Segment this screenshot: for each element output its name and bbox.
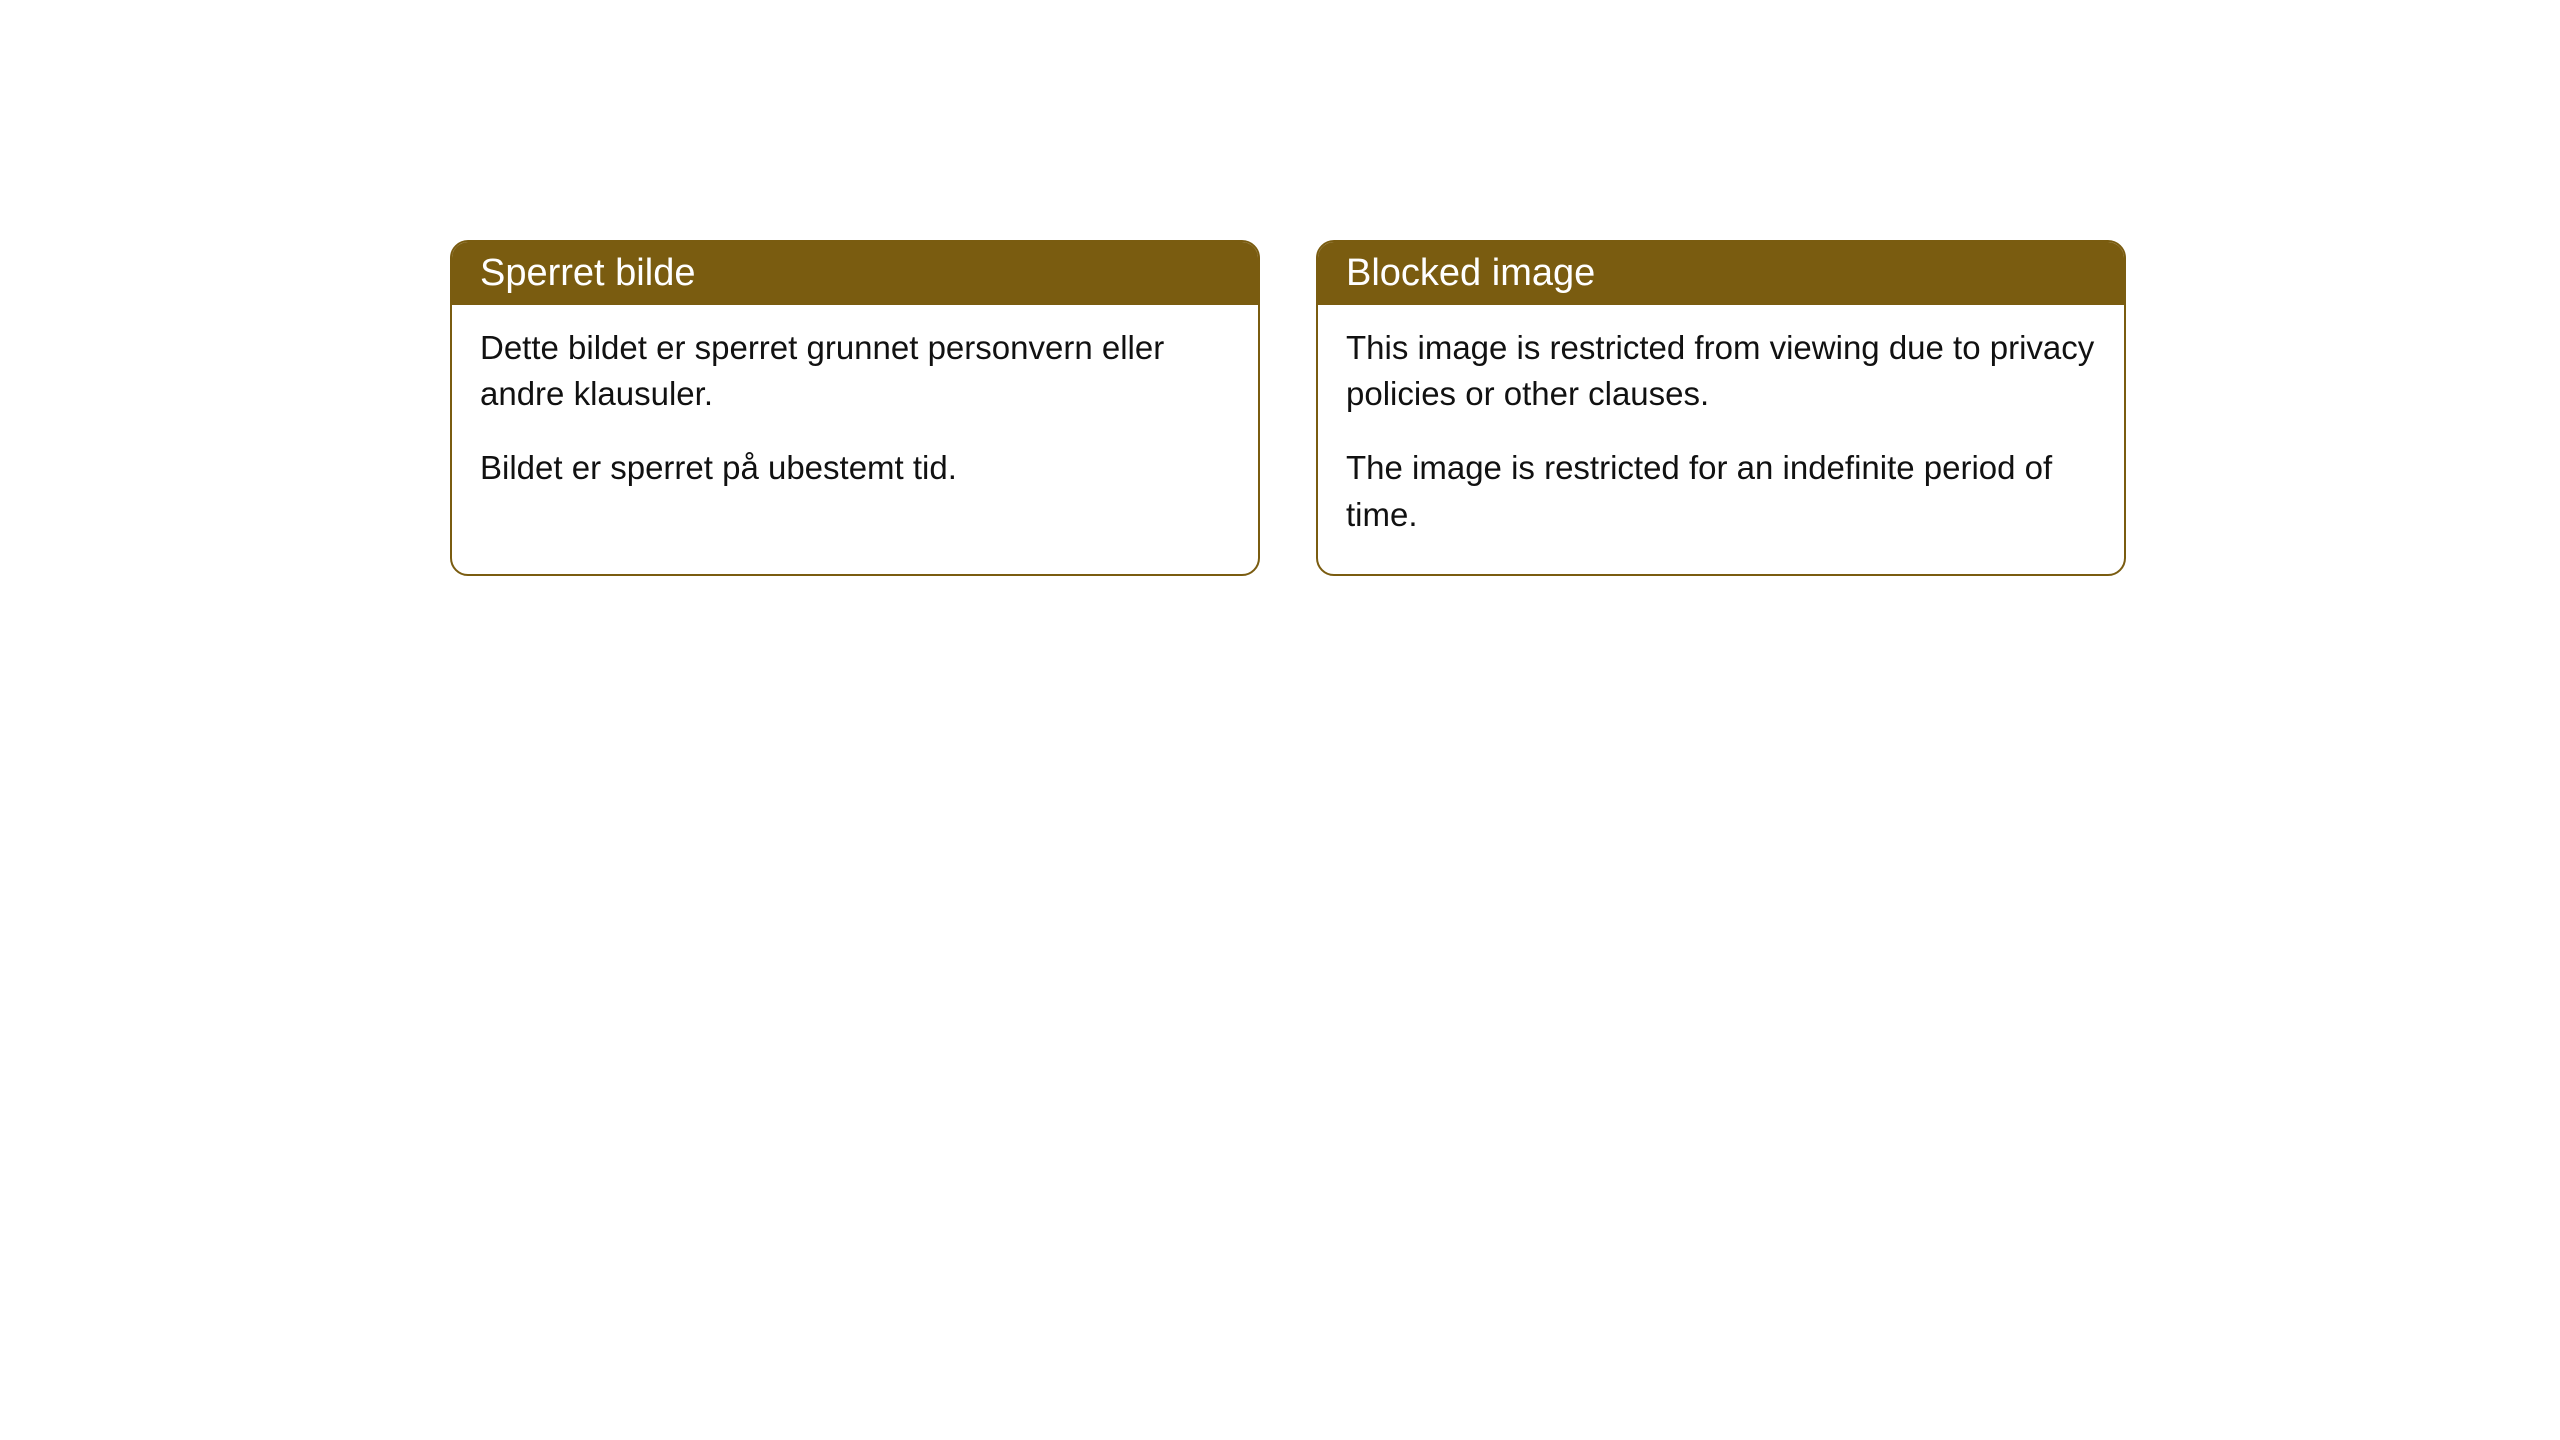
cards-container: Sperret bilde Dette bildet er sperret gr…	[0, 0, 2560, 576]
card-text-en-1: This image is restricted from viewing du…	[1346, 325, 2096, 417]
blocked-image-card-no: Sperret bilde Dette bildet er sperret gr…	[450, 240, 1260, 576]
card-text-en-2: The image is restricted for an indefinit…	[1346, 445, 2096, 537]
card-body-no: Dette bildet er sperret grunnet personve…	[452, 305, 1258, 528]
card-header-no: Sperret bilde	[452, 242, 1258, 305]
blocked-image-card-en: Blocked image This image is restricted f…	[1316, 240, 2126, 576]
card-text-no-2: Bildet er sperret på ubestemt tid.	[480, 445, 1230, 491]
card-text-no-1: Dette bildet er sperret grunnet personve…	[480, 325, 1230, 417]
card-header-en: Blocked image	[1318, 242, 2124, 305]
card-body-en: This image is restricted from viewing du…	[1318, 305, 2124, 574]
